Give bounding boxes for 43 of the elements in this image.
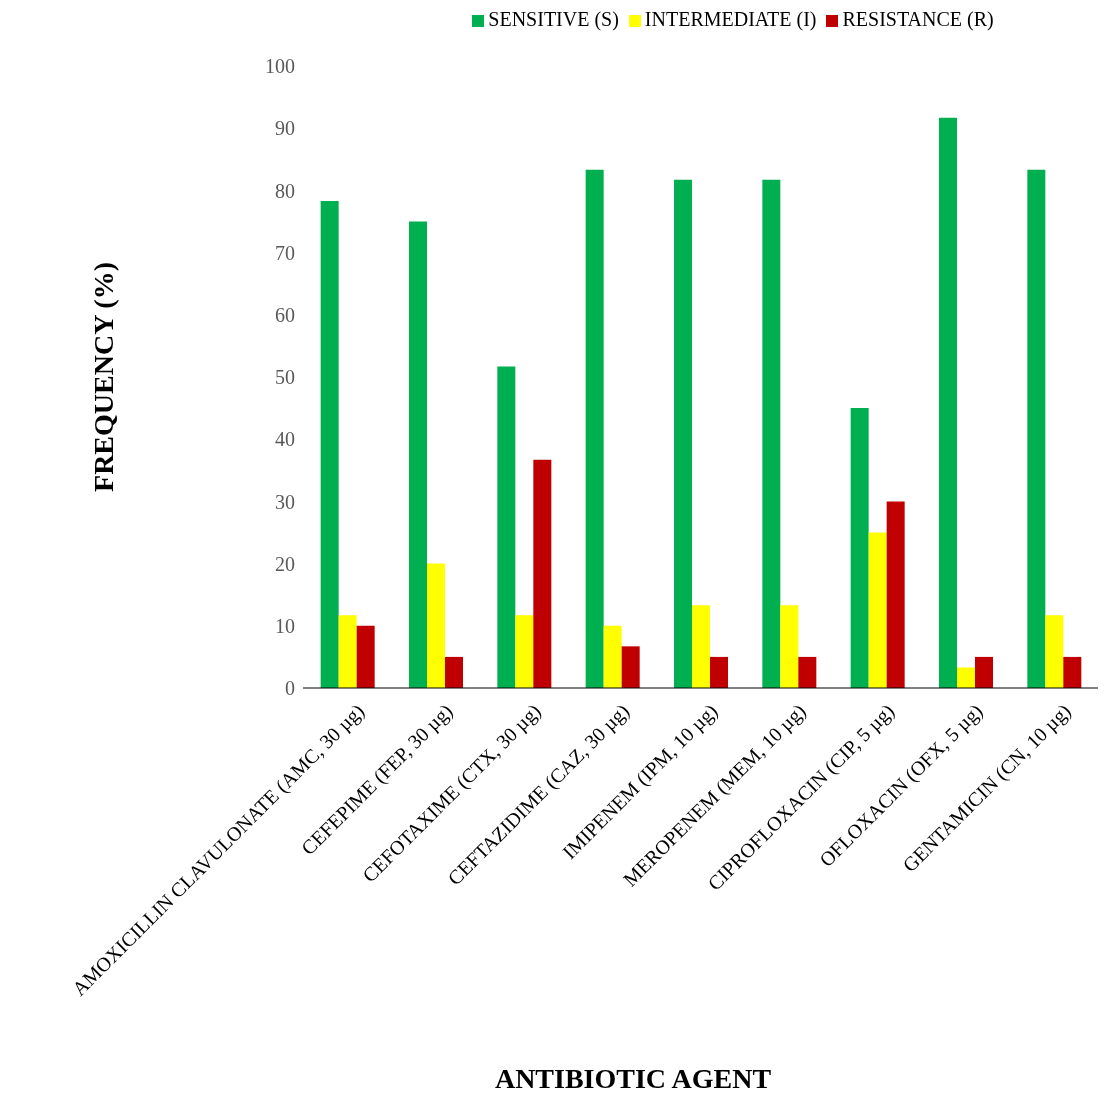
bar xyxy=(957,667,975,688)
x-axis-title: ANTIBIOTIC AGENT xyxy=(493,1063,773,1095)
y-tick-label: 90 xyxy=(275,117,295,140)
bar xyxy=(868,532,887,688)
bar xyxy=(762,179,781,688)
bar xyxy=(886,501,905,688)
bar xyxy=(515,615,534,688)
bar xyxy=(1045,615,1064,688)
bar xyxy=(585,169,604,688)
bar xyxy=(427,563,445,688)
bar xyxy=(409,221,427,688)
bar xyxy=(780,605,799,688)
bar xyxy=(621,646,640,688)
y-tick-label: 0 xyxy=(285,677,295,700)
y-tick-label: 30 xyxy=(275,490,295,513)
bar xyxy=(603,625,622,688)
y-tick-label: 60 xyxy=(275,303,295,326)
bar xyxy=(975,656,993,688)
y-tick-label: 10 xyxy=(275,614,295,637)
bar xyxy=(497,366,516,688)
legend-label: RESISTANCE (R) xyxy=(842,8,994,30)
bar xyxy=(692,605,710,688)
bar xyxy=(338,615,357,688)
bar xyxy=(445,656,463,688)
y-tick-label: 50 xyxy=(275,366,295,389)
bar xyxy=(533,459,552,688)
bar xyxy=(1063,656,1082,688)
bar xyxy=(1027,169,1046,688)
y-tick-label: 80 xyxy=(275,179,295,202)
bar xyxy=(674,179,692,688)
bar xyxy=(850,408,869,688)
y-tick-label: 100 xyxy=(265,55,295,78)
y-tick-label: 40 xyxy=(275,428,295,451)
y-tick-label: 20 xyxy=(275,552,295,575)
bar xyxy=(710,656,728,688)
legend-label: SENSITIVE (S) xyxy=(488,8,619,30)
bar xyxy=(320,200,339,688)
bar xyxy=(939,117,957,688)
bar xyxy=(798,656,817,688)
legend-label: INTERMEDIATE (I) xyxy=(644,8,817,30)
bar xyxy=(356,625,375,688)
y-tick-label: 70 xyxy=(275,241,295,264)
y-axis-title: FREQUENCY (%) xyxy=(87,262,119,492)
